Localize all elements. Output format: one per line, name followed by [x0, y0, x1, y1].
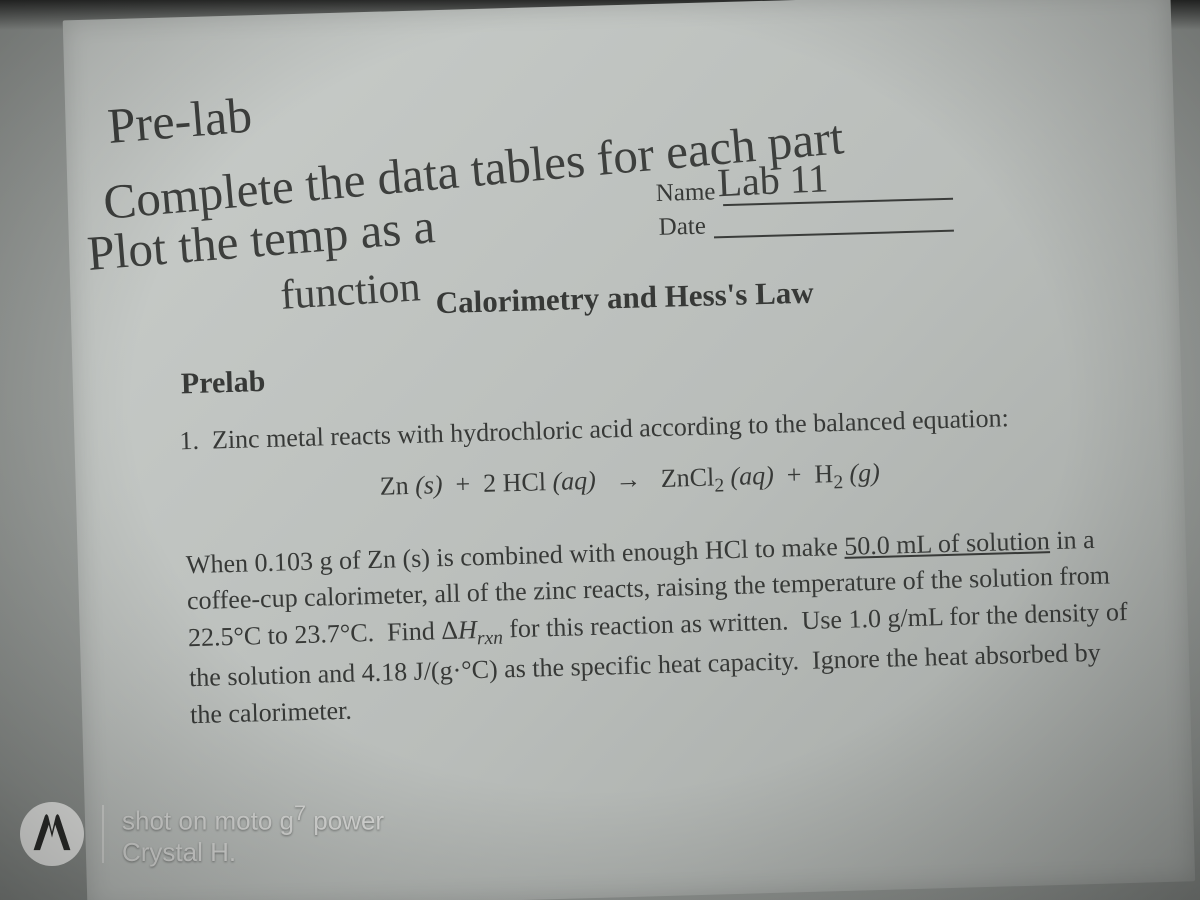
worksheet-title: Calorimetry and Hess's Law	[70, 264, 1179, 331]
photo-frame: Pre-lab Complete the data tables for eac…	[0, 0, 1200, 900]
motorola-logo-icon	[20, 802, 84, 866]
reaction-equation: Zn (s) + 2 HCl (aq) → ZnCl2 (aq) + H2 (g…	[76, 449, 1185, 515]
motorola-logo-svg	[29, 811, 75, 857]
watermark-line-2: Crystal H.	[122, 837, 384, 868]
question-number: 1.	[179, 426, 199, 456]
watermark-divider	[102, 805, 104, 863]
watermark-text: shot on moto g7 power Crystal H.	[122, 800, 384, 868]
question-intro-text: Zinc metal reacts with hydrochloric acid…	[212, 403, 1010, 454]
section-heading: Prelab	[180, 365, 265, 401]
watermark-line-1: shot on moto g7 power	[122, 800, 384, 837]
date-label: Date	[658, 213, 706, 242]
question-1-body: When 0.103 g of Zn (s) is combined with …	[185, 521, 1140, 733]
title-text: Calorimetry and Hess's Law	[435, 275, 814, 321]
camera-watermark: shot on moto g7 power Crystal H.	[0, 800, 384, 868]
question-1-intro: 1. Zinc metal reacts with hydrochloric a…	[179, 399, 1123, 457]
name-label: Name	[655, 178, 715, 208]
handwritten-line-1: Pre-lab	[105, 86, 254, 155]
handwritten-name-value: Lab 11	[716, 154, 829, 206]
worksheet-page: Pre-lab Complete the data tables for eac…	[63, 0, 1195, 900]
date-underline	[714, 230, 954, 239]
